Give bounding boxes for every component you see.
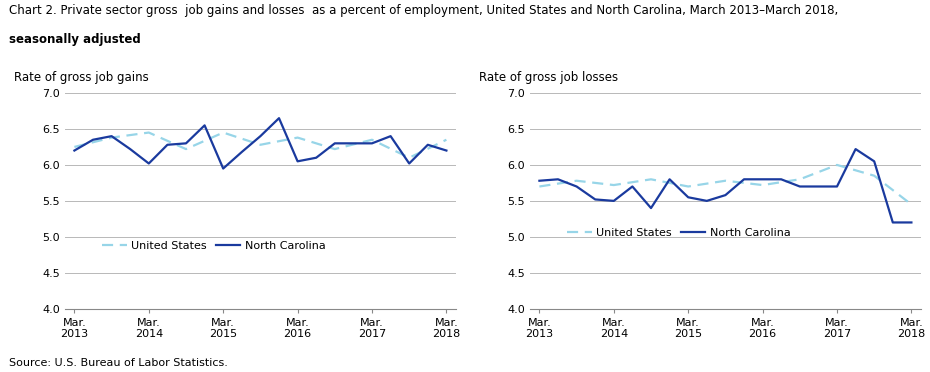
United States: [143, 130, 154, 135]
North Carolina: [776, 177, 787, 182]
North Carolina: [329, 141, 340, 145]
Legend: United States, North Carolina: United States, North Carolina: [563, 224, 795, 243]
United States: [831, 163, 843, 167]
Line: United States: United States: [539, 165, 911, 205]
North Carolina: [255, 134, 266, 138]
North Carolina: [106, 134, 117, 138]
North Carolina: [422, 142, 433, 147]
North Carolina: [869, 159, 880, 164]
North Carolina: [701, 199, 712, 203]
United States: [366, 138, 378, 142]
United States: [106, 135, 117, 140]
United States: [404, 155, 415, 160]
North Carolina: [906, 220, 917, 225]
North Carolina: [218, 166, 229, 171]
North Carolina: [794, 184, 805, 189]
North Carolina: [125, 147, 136, 151]
North Carolina: [590, 197, 601, 202]
Line: North Carolina: North Carolina: [539, 149, 911, 222]
North Carolina: [534, 179, 545, 183]
United States: [720, 179, 731, 183]
United States: [869, 173, 880, 178]
North Carolina: [143, 161, 154, 166]
North Carolina: [292, 159, 303, 164]
North Carolina: [404, 161, 415, 166]
North Carolina: [348, 141, 359, 145]
Text: Source: U.S. Bureau of Labor Statistics.: Source: U.S. Bureau of Labor Statistics.: [9, 358, 228, 368]
Text: Rate of gross job gains: Rate of gross job gains: [14, 71, 149, 84]
Text: Rate of gross job losses: Rate of gross job losses: [479, 71, 618, 84]
Legend: United States, North Carolina: United States, North Carolina: [98, 237, 330, 256]
North Carolina: [887, 220, 898, 225]
Text: Chart 2. Private sector gross  job gains and losses  as a percent of employment,: Chart 2. Private sector gross job gains …: [9, 4, 839, 17]
North Carolina: [627, 184, 638, 189]
North Carolina: [850, 147, 861, 151]
North Carolina: [552, 177, 564, 182]
North Carolina: [571, 184, 582, 189]
United States: [571, 179, 582, 183]
United States: [329, 147, 340, 151]
United States: [441, 138, 452, 142]
North Carolina: [273, 116, 285, 121]
North Carolina: [441, 148, 452, 153]
United States: [906, 202, 917, 207]
United States: [534, 184, 545, 189]
North Carolina: [69, 148, 80, 153]
North Carolina: [311, 155, 322, 160]
Text: seasonally adjusted: seasonally adjusted: [9, 33, 141, 46]
North Carolina: [385, 134, 396, 138]
United States: [645, 177, 657, 182]
North Carolina: [180, 141, 192, 145]
North Carolina: [366, 141, 378, 145]
North Carolina: [645, 206, 657, 210]
North Carolina: [813, 184, 824, 189]
North Carolina: [757, 177, 768, 182]
United States: [292, 135, 303, 140]
United States: [69, 145, 80, 149]
North Carolina: [199, 123, 210, 128]
North Carolina: [664, 177, 675, 182]
North Carolina: [831, 184, 843, 189]
United States: [608, 183, 619, 187]
North Carolina: [720, 193, 731, 198]
North Carolina: [738, 177, 750, 182]
United States: [683, 184, 694, 189]
United States: [180, 147, 192, 151]
North Carolina: [236, 150, 247, 154]
North Carolina: [87, 138, 99, 142]
North Carolina: [683, 195, 694, 199]
North Carolina: [162, 142, 173, 147]
Line: North Carolina: North Carolina: [74, 118, 446, 169]
United States: [757, 183, 768, 187]
United States: [794, 177, 805, 182]
North Carolina: [608, 199, 619, 203]
Line: United States: United States: [74, 132, 446, 158]
United States: [218, 130, 229, 135]
United States: [255, 142, 266, 147]
